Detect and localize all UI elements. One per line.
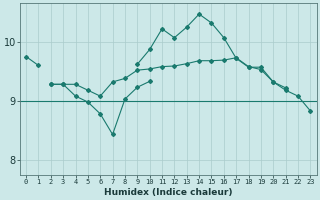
X-axis label: Humidex (Indice chaleur): Humidex (Indice chaleur)	[104, 188, 232, 197]
